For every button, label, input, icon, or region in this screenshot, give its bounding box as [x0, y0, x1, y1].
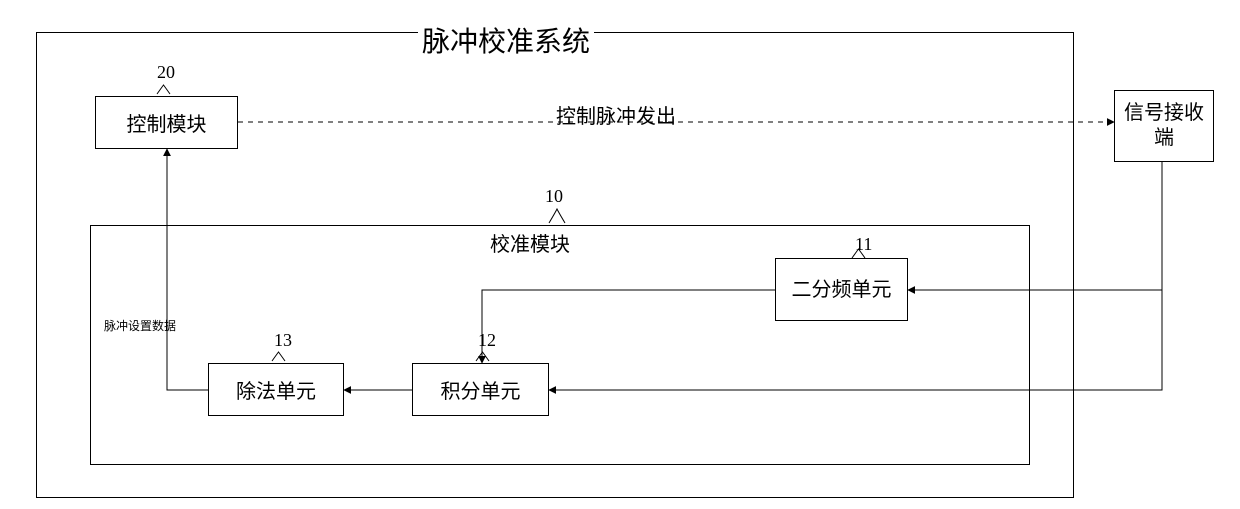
control-module-node: 控制模块 [95, 96, 238, 149]
division-node: 除法单元 [208, 363, 344, 416]
integrator-id: 12 [478, 330, 496, 351]
divider-label: 二分频单元 [792, 278, 892, 302]
receiver-node: 信号接收端 [1114, 90, 1214, 162]
division-id: 13 [274, 330, 292, 351]
pulse-data-label: 脉冲设置数据 [104, 317, 176, 334]
receiver-label: 信号接收端 [1123, 101, 1205, 151]
system-title: 脉冲校准系统 [418, 20, 594, 60]
integrator-label: 积分单元 [441, 375, 521, 404]
control-module-label: 控制模块 [127, 108, 207, 137]
divider-node: 二分频单元 [775, 258, 908, 321]
diagram-canvas: 脉冲校准系统 10 校准模块 控制模块 20 信号接收端 二分频单元 11 积分… [0, 0, 1240, 509]
calib-module-id: 10 [545, 186, 563, 207]
calib-module-title: 校准模块 [490, 228, 570, 257]
integrator-node: 积分单元 [412, 363, 549, 416]
division-label: 除法单元 [236, 375, 316, 404]
divider-id: 11 [855, 234, 872, 255]
control-pulse-label: 控制脉冲发出 [556, 100, 676, 129]
control-module-id: 20 [157, 62, 175, 83]
